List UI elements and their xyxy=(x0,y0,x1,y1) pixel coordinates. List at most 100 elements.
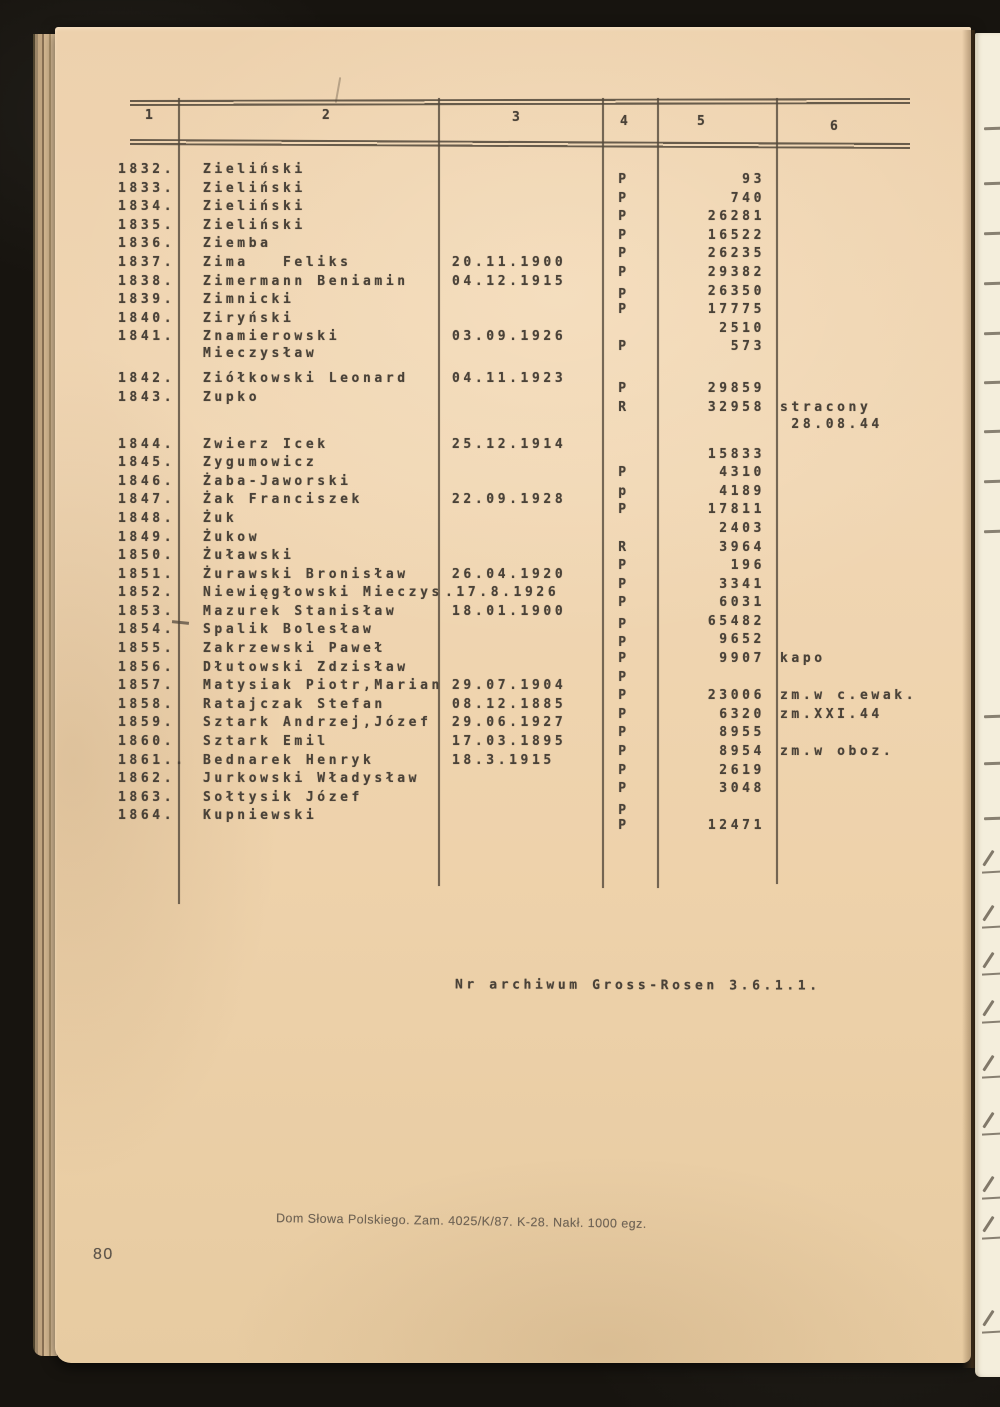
category-cell: P xyxy=(618,818,630,834)
column-header-3: 3 xyxy=(512,110,524,125)
pencil-check-mark xyxy=(977,903,1000,931)
table-row: 1840. Ziryński 2510 xyxy=(0,310,1000,336)
table-row: 1850. Żuławski P 196 xyxy=(0,547,1000,573)
name-cell: Spalik Bolesław xyxy=(203,622,375,638)
row-number-cell: 1858. xyxy=(118,696,176,712)
name-cell: Zwierz Icek xyxy=(203,436,329,452)
category-cell: P xyxy=(618,246,630,262)
column-header-4: 4 xyxy=(620,114,632,129)
remarks-cell: zm.XXI.44 xyxy=(780,706,883,722)
row-number-cell: 1861.. xyxy=(118,752,187,768)
table-column-rule-3 xyxy=(602,98,604,888)
category-cell: P xyxy=(618,688,630,704)
row-number-cell: 1836. xyxy=(118,236,176,252)
row-number-cell: 1834. xyxy=(118,199,176,215)
row-number-cell: 1847. xyxy=(118,492,176,508)
table-row: 1837. Zima Feliks 20.11.1900 P 29382 xyxy=(0,254,1000,280)
prisoner-no-cell: 8955 xyxy=(719,725,765,741)
name-cell: Zieliński xyxy=(203,217,306,233)
birthdate-cell: 20.11.1900 xyxy=(452,254,567,270)
table-row: 1864. Kupniewski P 12471 xyxy=(0,807,1000,833)
birthdate-cell: 18.01.1900 xyxy=(452,603,567,619)
name-cell: Sztark Andrzej,Józef xyxy=(203,715,432,731)
book-page-stack-edge xyxy=(33,34,57,1356)
name-cell: Jurkowski Władysław xyxy=(203,771,421,787)
row-number-cell: 1832. xyxy=(118,162,176,177)
pencil-check-mark xyxy=(977,1174,1000,1202)
category-cell: P xyxy=(618,286,630,302)
category-cell: R xyxy=(618,399,630,415)
prisoner-no-cell: 4189 xyxy=(719,483,765,499)
category-cell: P xyxy=(618,762,630,778)
name-cell: Żuk xyxy=(203,510,238,526)
table-row: 1844. Zwierz Icek 25.12.1914 15833 xyxy=(0,436,1000,462)
prisoner-no-cell: 3048 xyxy=(719,781,765,797)
prisoner-no-cell: 26235 xyxy=(707,246,765,262)
pencil-dash-mark xyxy=(983,181,1000,185)
row-number-cell: 1839. xyxy=(118,292,176,308)
prisoner-no-cell: 12471 xyxy=(707,818,765,834)
pencil-dash-mark xyxy=(983,281,1000,285)
prisoner-no-cell: 9652 xyxy=(719,632,765,648)
category-cell: P xyxy=(618,172,630,187)
prisoner-no-cell: 16522 xyxy=(707,227,765,243)
prisoner-no-cell: 26281 xyxy=(707,209,765,225)
pencil-check-mark xyxy=(977,1214,1000,1242)
row-number-cell: 1859. xyxy=(118,715,176,731)
row-number-cell: 1838. xyxy=(118,273,176,289)
birthdate-cell: 04.12.1915 xyxy=(452,273,567,289)
category-cell: p xyxy=(618,483,630,499)
remarks-cell: zm.w oboz. xyxy=(780,744,895,760)
prisoner-no-cell: 15833 xyxy=(707,446,765,462)
category-cell: P xyxy=(618,651,630,667)
prisoner-no-cell: 8954 xyxy=(719,744,765,760)
pencil-dash-mark xyxy=(983,479,1000,483)
pencil-dash-mark xyxy=(983,380,1000,384)
category-cell: P xyxy=(618,381,630,397)
column-header-5: 5 xyxy=(697,114,709,129)
prisoner-no-cell: 23006 xyxy=(707,688,765,704)
category-cell: P xyxy=(618,669,630,685)
prisoner-no-cell: 3964 xyxy=(719,539,765,555)
row-number-cell: 1843. xyxy=(118,389,176,405)
book-spine-shadow xyxy=(962,30,975,1368)
row-number-cell: 1837. xyxy=(118,254,176,270)
name-cell: Żuławski xyxy=(203,548,295,564)
pencil-check-mark xyxy=(977,1308,1000,1336)
pencil-dash-mark xyxy=(983,429,1000,433)
category-cell: P xyxy=(618,595,630,611)
table-row: 1855. Zakrzewski Paweł P 9907 kapo xyxy=(0,640,1000,666)
prisoner-no-cell: 740 xyxy=(730,190,765,206)
name-cell: Mazurek Stanisław xyxy=(203,603,398,619)
pencil-check-mark xyxy=(977,848,1000,876)
name-cell: Zupko xyxy=(203,389,261,405)
table-row: 1858. Ratajczak Stefan 08.12.1885 P 6320… xyxy=(0,696,1000,722)
category-cell: P xyxy=(618,302,630,318)
table-row: 1836. Ziemba P 26235 xyxy=(0,235,1000,261)
row-number-cell: 1864. xyxy=(118,808,176,824)
birthdate-cell: 04.11.1923 xyxy=(452,371,567,387)
row-number-cell: 1833. xyxy=(118,180,176,196)
category-cell: P xyxy=(618,558,630,574)
prisoner-no-cell: 196 xyxy=(730,558,765,574)
name-cell: Ziółkowski Leonard xyxy=(203,371,409,387)
table-row: 1843. Zupko R 32958 stracony 28.08.44 xyxy=(0,389,1000,432)
row-number-cell: 1849. xyxy=(118,529,176,545)
prisoner-no-cell: 26350 xyxy=(707,283,765,299)
birthdate-cell: 08.12.1885 xyxy=(452,696,567,712)
birthdate-cell: 26.04.1920 xyxy=(452,566,567,582)
birthdate-cell: 22.09.1928 xyxy=(452,492,567,508)
name-cell: Zimnicki xyxy=(203,292,295,308)
table-row: 1856. Dłutowski Zdzisław P xyxy=(0,659,1000,685)
table-row: 1846. Żaba-Jaworski p 4189 xyxy=(0,473,1000,499)
row-number-cell: 1853. xyxy=(118,603,176,619)
row-number-cell: 1846. xyxy=(118,473,176,489)
birthdate-cell: 29.07.1904 xyxy=(452,678,567,694)
row-number-cell: 1857. xyxy=(118,678,176,694)
name-cell: Zakrzewski Paweł xyxy=(203,641,386,657)
prisoner-no-cell: 29859 xyxy=(707,381,765,397)
row-number-cell: 1854. xyxy=(118,622,176,638)
row-number-cell: 1841. xyxy=(118,329,176,345)
column-header-6: 6 xyxy=(830,119,842,134)
category-cell: P xyxy=(618,576,630,592)
